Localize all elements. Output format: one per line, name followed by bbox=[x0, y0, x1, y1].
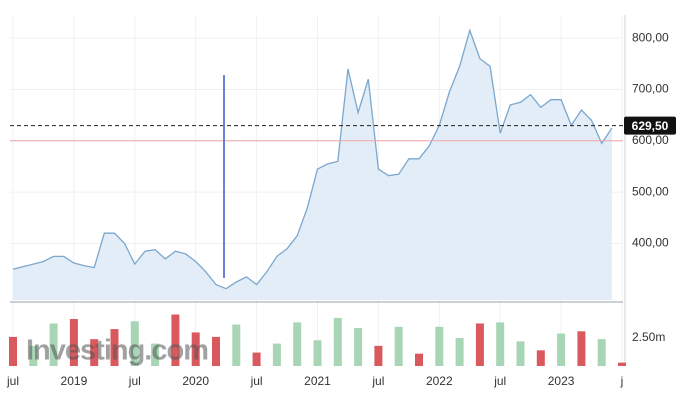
y-tick-label: 400,00 bbox=[632, 236, 669, 250]
volume-bar bbox=[455, 338, 464, 366]
price-area bbox=[13, 30, 612, 301]
volume-bar bbox=[49, 323, 58, 366]
volume-bar bbox=[232, 324, 241, 366]
volume-bar bbox=[577, 331, 586, 366]
y-tick-label: 500,00 bbox=[632, 184, 669, 198]
volume-bar bbox=[374, 345, 383, 366]
x-tick-label: j bbox=[620, 374, 624, 388]
price-line bbox=[12, 28, 613, 290]
volume-bar bbox=[333, 317, 342, 366]
y-tick-label: 600,00 bbox=[632, 133, 669, 147]
y-tick-label: 700,00 bbox=[632, 82, 669, 96]
volume-bar bbox=[536, 350, 545, 366]
volume-bar bbox=[516, 341, 525, 366]
x-tick-label: 2019 bbox=[61, 374, 88, 388]
volume-bar bbox=[354, 327, 363, 366]
volume-bar bbox=[252, 352, 261, 366]
volume-bar bbox=[557, 333, 566, 366]
volume-bar bbox=[394, 326, 403, 366]
x-tick-label: 2023 bbox=[548, 374, 575, 388]
volume-bar bbox=[130, 321, 139, 366]
volume-bar bbox=[618, 362, 626, 366]
volume-bar bbox=[9, 336, 17, 366]
volume-bar bbox=[313, 340, 322, 366]
last-price-badge bbox=[624, 116, 676, 135]
volume-bar bbox=[272, 343, 281, 366]
x-tick-label: 2022 bbox=[426, 374, 453, 388]
volume-bar bbox=[69, 318, 78, 366]
volume-bar bbox=[171, 314, 180, 366]
volume-bar bbox=[475, 323, 484, 366]
volume-bar bbox=[597, 339, 606, 366]
volume-bar bbox=[415, 353, 423, 366]
volume-bar bbox=[496, 322, 505, 366]
volume-bar bbox=[29, 345, 38, 366]
volume-tick-label: 2.50m bbox=[632, 330, 665, 344]
x-tick-label: 2020 bbox=[182, 374, 209, 388]
y-tick-label: 800,00 bbox=[632, 30, 669, 44]
x-tick-label: jul bbox=[128, 374, 141, 388]
volume-bar bbox=[191, 332, 200, 366]
last-price-label: 629,50 bbox=[632, 119, 669, 133]
watermark: Investing.com bbox=[26, 335, 208, 367]
volume-bar bbox=[212, 336, 220, 366]
x-tick-label: jul bbox=[250, 374, 263, 388]
volume-bar bbox=[90, 339, 99, 366]
volume-bar bbox=[110, 329, 119, 366]
x-tick-label: jul bbox=[493, 374, 506, 388]
volume-bar bbox=[293, 322, 302, 366]
volume-bar bbox=[435, 326, 444, 366]
x-tick-label: jul bbox=[371, 374, 384, 388]
x-tick-label: jul bbox=[6, 374, 19, 388]
x-tick-label: 2021 bbox=[304, 374, 331, 388]
volume-bar bbox=[151, 343, 160, 366]
